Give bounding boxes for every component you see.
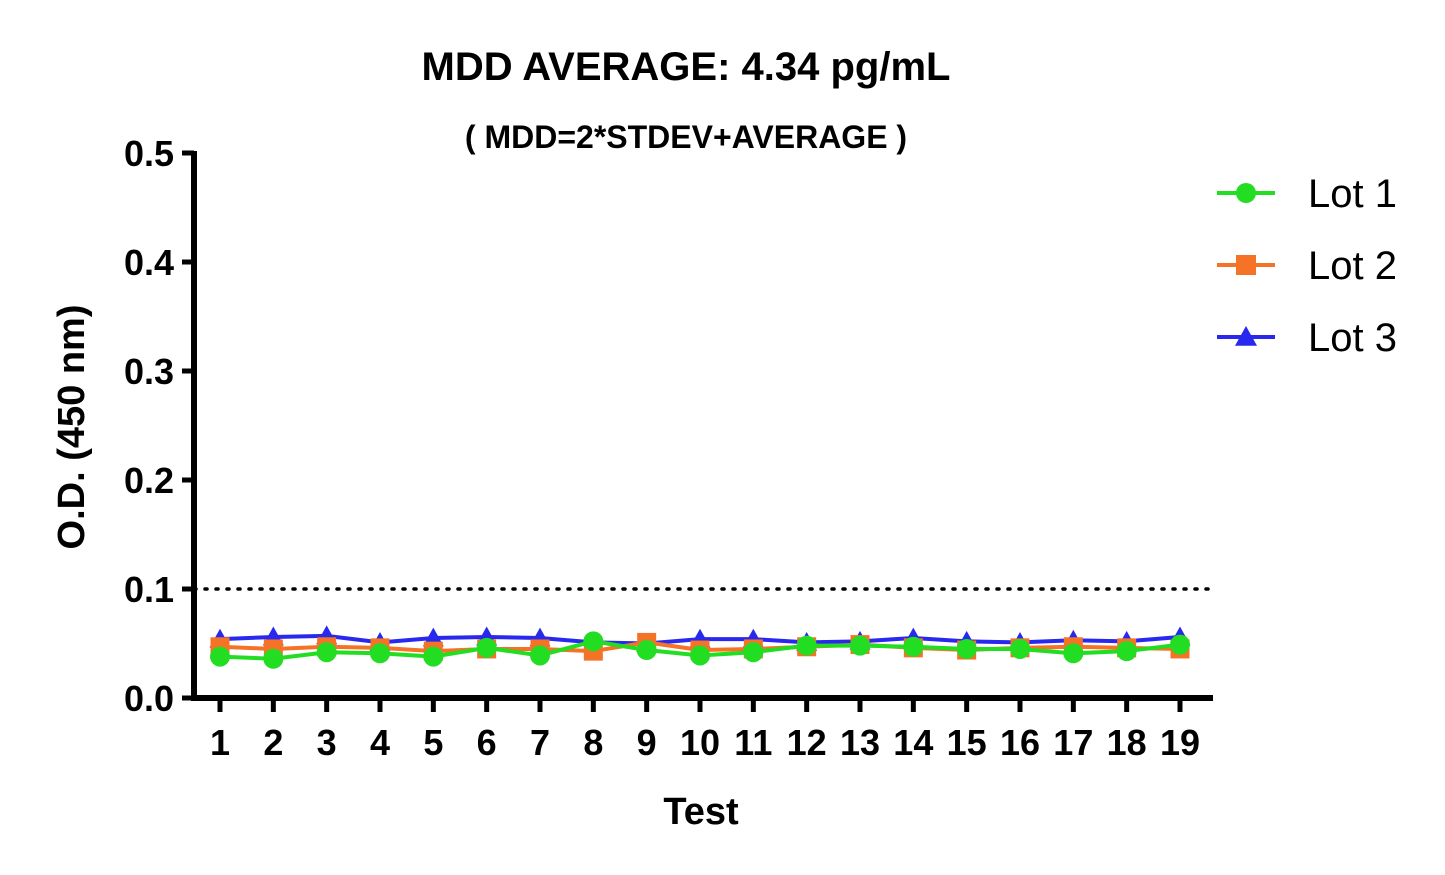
x-tick-label: 14 bbox=[893, 722, 933, 763]
x-tick-label: 3 bbox=[317, 722, 337, 763]
y-tick-label: 0.2 bbox=[124, 460, 174, 501]
x-tick-label: 2 bbox=[263, 722, 283, 763]
x-tick-label: 15 bbox=[947, 722, 987, 763]
y-tick-label: 0.5 bbox=[124, 133, 174, 174]
y-tick-label: 0.1 bbox=[124, 569, 174, 610]
x-tick-label: 18 bbox=[1107, 722, 1147, 763]
data-point-lot-1 bbox=[1116, 641, 1137, 662]
data-point-lot-1 bbox=[583, 631, 604, 652]
data-point-lot-1 bbox=[316, 642, 337, 663]
data-point-lot-1 bbox=[1170, 634, 1190, 655]
x-tick-label: 4 bbox=[370, 722, 390, 763]
data-point-lot-1 bbox=[956, 638, 977, 659]
x-tick-label: 1 bbox=[210, 722, 230, 763]
x-tick-label: 9 bbox=[637, 722, 657, 763]
data-point-lot-1 bbox=[210, 646, 230, 667]
x-tick-label: 17 bbox=[1053, 722, 1093, 763]
plot-area: 0.00.10.20.30.40.51 2 3 4 5 6 7 8 9 10 11 12 13 14 15 1… bbox=[124, 133, 1213, 763]
x-tick-label: 10 bbox=[680, 722, 720, 763]
x-axis-label: Test bbox=[663, 791, 739, 833]
legend-label: Lot 2 bbox=[1308, 244, 1397, 288]
data-point-lot-1 bbox=[370, 643, 390, 664]
data-point-lot-1 bbox=[530, 645, 550, 666]
y-axis-label: O.D. (450 nm) bbox=[51, 305, 93, 550]
data-point-lot-1 bbox=[903, 636, 924, 657]
data-point-lot-1 bbox=[263, 648, 284, 669]
legend-marker bbox=[1235, 326, 1257, 346]
y-tick-label: 0.0 bbox=[124, 678, 174, 719]
legend-label: Lot 3 bbox=[1308, 316, 1397, 360]
legend-label: Lot 1 bbox=[1308, 172, 1397, 216]
data-point-lot-1 bbox=[423, 646, 444, 667]
x-tick-label: 8 bbox=[583, 722, 603, 763]
legend: Lot 1 Lot 2 Lot 3 bbox=[1217, 172, 1397, 360]
data-point-lot-1 bbox=[1010, 638, 1030, 659]
legend-marker bbox=[1236, 183, 1256, 203]
y-tick-label: 0.3 bbox=[124, 351, 174, 392]
x-tick-label: 19 bbox=[1160, 722, 1200, 763]
legend-marker bbox=[1236, 255, 1256, 275]
data-point-lot-1 bbox=[743, 642, 764, 663]
x-tick-label: 7 bbox=[530, 722, 550, 763]
x-tick-label: 11 bbox=[734, 722, 772, 763]
x-tick-label: 16 bbox=[1000, 722, 1040, 763]
data-point-lot-1 bbox=[636, 640, 657, 661]
data-point-lot-1 bbox=[850, 635, 870, 656]
x-tick-label: 12 bbox=[787, 722, 827, 763]
chart-title: MDD AVERAGE: 4.34 pg/mL bbox=[422, 45, 951, 89]
x-tick-label: 5 bbox=[423, 722, 443, 763]
data-point-lot-1 bbox=[690, 645, 710, 666]
chart-subtitle: ( MDD=2*STDEV+AVERAGE ) bbox=[465, 119, 907, 155]
data-point-lot-1 bbox=[1063, 643, 1084, 664]
x-tick-label: 6 bbox=[477, 722, 497, 763]
x-tick-label: 13 bbox=[840, 722, 880, 763]
y-tick-label: 0.4 bbox=[124, 242, 174, 283]
data-point-lot-1 bbox=[796, 635, 817, 656]
data-point-lot-1 bbox=[476, 637, 497, 658]
